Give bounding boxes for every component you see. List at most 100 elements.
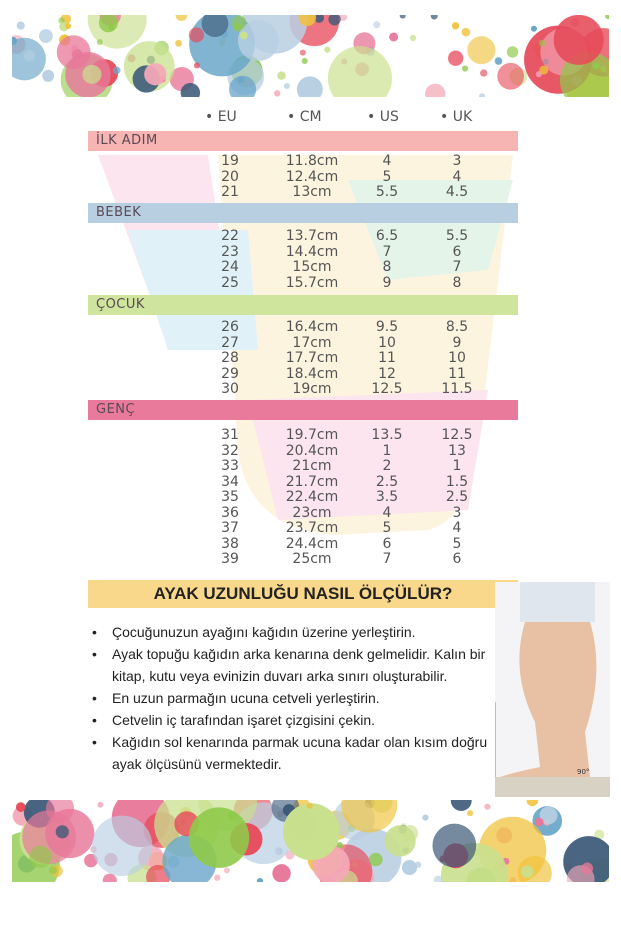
eu-cell: 24 xyxy=(221,259,239,275)
top-dots-banner xyxy=(12,15,609,97)
uk-cell: 8.5 xyxy=(445,319,469,335)
decor-dot xyxy=(298,15,317,27)
size-row: 26 16.4cm 9.5 8.5 xyxy=(0,320,621,335)
us-cell: 5 xyxy=(382,520,392,536)
size-row: 21 13cm 5.5 4.5 xyxy=(0,185,621,200)
decor-dot xyxy=(422,814,429,821)
decor-dot xyxy=(399,15,406,19)
cm-cell: 19.7cm xyxy=(285,427,339,443)
eu-cell: 25 xyxy=(221,274,239,291)
us-cell: 6 xyxy=(382,535,392,552)
column-header-cm: • CM xyxy=(287,109,322,125)
cm-cell: 16.4cm xyxy=(285,319,339,335)
decor-dot xyxy=(369,852,383,867)
us-cell: 9.5 xyxy=(375,319,399,335)
cm-cell: 17cm xyxy=(292,334,332,351)
decor-dot xyxy=(506,46,519,58)
decor-dot xyxy=(29,845,52,869)
size-row: 28 17.7cm 11 10 xyxy=(0,351,621,366)
size-row: 32 20.4cm 1 13 xyxy=(0,442,621,459)
us-cell: 12 xyxy=(378,365,396,382)
decor-dot xyxy=(175,15,188,21)
column-header-eu: • EU xyxy=(205,109,237,125)
howto-title: AYAK UZUNLUĞU NASIL ÖLÇÜLÜR? xyxy=(88,580,518,608)
decor-dot xyxy=(594,829,605,840)
decor-dot xyxy=(450,800,472,811)
us-cell: 7 xyxy=(382,551,392,567)
decor-dot xyxy=(91,815,153,877)
bottom-dots-banner xyxy=(12,800,609,882)
decor-dot xyxy=(327,46,392,97)
uk-cell: 4 xyxy=(452,168,462,185)
decor-dot xyxy=(55,825,69,839)
size-row: 37 23.7cm 5 4 xyxy=(0,521,621,536)
uk-cell: 7 xyxy=(452,259,462,275)
uk-cell: 11.5 xyxy=(441,381,473,397)
cm-cell: 11.8cm xyxy=(285,153,339,169)
howto-step: Çocuğunuzun ayağını kağıdın üzerine yerl… xyxy=(92,621,492,643)
uk-cell: 1.5 xyxy=(445,473,469,490)
decor-dot xyxy=(592,62,600,70)
size-row: 36 23cm 4 3 xyxy=(0,504,621,521)
size-row: 22 13.7cm 6.5 5.5 xyxy=(0,229,621,244)
uk-cell: 3 xyxy=(452,504,462,521)
decor-dot xyxy=(45,800,75,823)
decor-dot xyxy=(539,65,549,75)
decor-dot xyxy=(301,57,308,65)
size-row: 33 21cm 2 1 xyxy=(0,459,621,474)
us-cell: 13.5 xyxy=(371,427,403,443)
eu-cell: 26 xyxy=(221,319,239,335)
uk-cell: 6 xyxy=(452,551,462,567)
eu-cell: 20 xyxy=(221,168,239,185)
decor-dot xyxy=(341,800,398,833)
decor-dot xyxy=(237,20,279,62)
decor-dot xyxy=(336,842,343,849)
decor-dot xyxy=(42,69,55,82)
uk-cell: 1 xyxy=(452,458,462,474)
decor-dot xyxy=(193,62,200,69)
decor-dot xyxy=(314,15,325,23)
uk-cell: 13 xyxy=(448,442,466,459)
decor-dot xyxy=(581,862,594,875)
decor-dot xyxy=(414,861,422,868)
size-row: 38 24.4cm 6 5 xyxy=(0,535,621,552)
decor-dot xyxy=(82,64,102,84)
decor-dot xyxy=(237,76,245,84)
us-cell: 5.5 xyxy=(375,184,399,200)
decor-dot xyxy=(324,46,331,53)
group-band: BEBEK xyxy=(88,203,518,223)
decor-dot xyxy=(534,817,544,827)
size-row: 35 22.4cm 3.5 2.5 xyxy=(0,490,621,505)
us-cell: 5 xyxy=(382,168,392,185)
decor-dot xyxy=(384,825,416,857)
decor-dot xyxy=(65,22,72,29)
us-cell: 1 xyxy=(382,442,392,459)
decor-dot xyxy=(23,49,36,62)
us-cell: 11 xyxy=(378,350,396,366)
decor-dot xyxy=(389,32,399,42)
decor-dot xyxy=(188,807,250,868)
decor-dot xyxy=(373,21,381,29)
decor-dot xyxy=(223,867,230,874)
cm-cell: 19cm xyxy=(292,381,332,397)
decor-dot xyxy=(175,39,182,47)
decor-dot xyxy=(409,34,417,42)
eu-cell: 38 xyxy=(221,535,239,552)
size-row: 30 19cm 12.5 11.5 xyxy=(0,382,621,397)
decor-dot xyxy=(97,801,104,808)
us-cell: 3.5 xyxy=(375,489,399,505)
cm-cell: 24.4cm xyxy=(285,535,339,552)
decor-dot xyxy=(299,49,306,56)
decor-dot xyxy=(530,25,537,32)
decor-dot xyxy=(433,875,443,882)
decor-dot xyxy=(144,63,167,86)
uk-cell: 11 xyxy=(448,365,466,382)
decor-dot xyxy=(98,15,118,33)
uk-cell: 6 xyxy=(452,243,462,260)
uk-cell: 5.5 xyxy=(445,228,469,244)
decor-dot xyxy=(102,873,117,882)
cm-cell: 23cm xyxy=(292,504,332,521)
decor-dot xyxy=(401,860,418,876)
us-cell: 4 xyxy=(382,504,392,521)
